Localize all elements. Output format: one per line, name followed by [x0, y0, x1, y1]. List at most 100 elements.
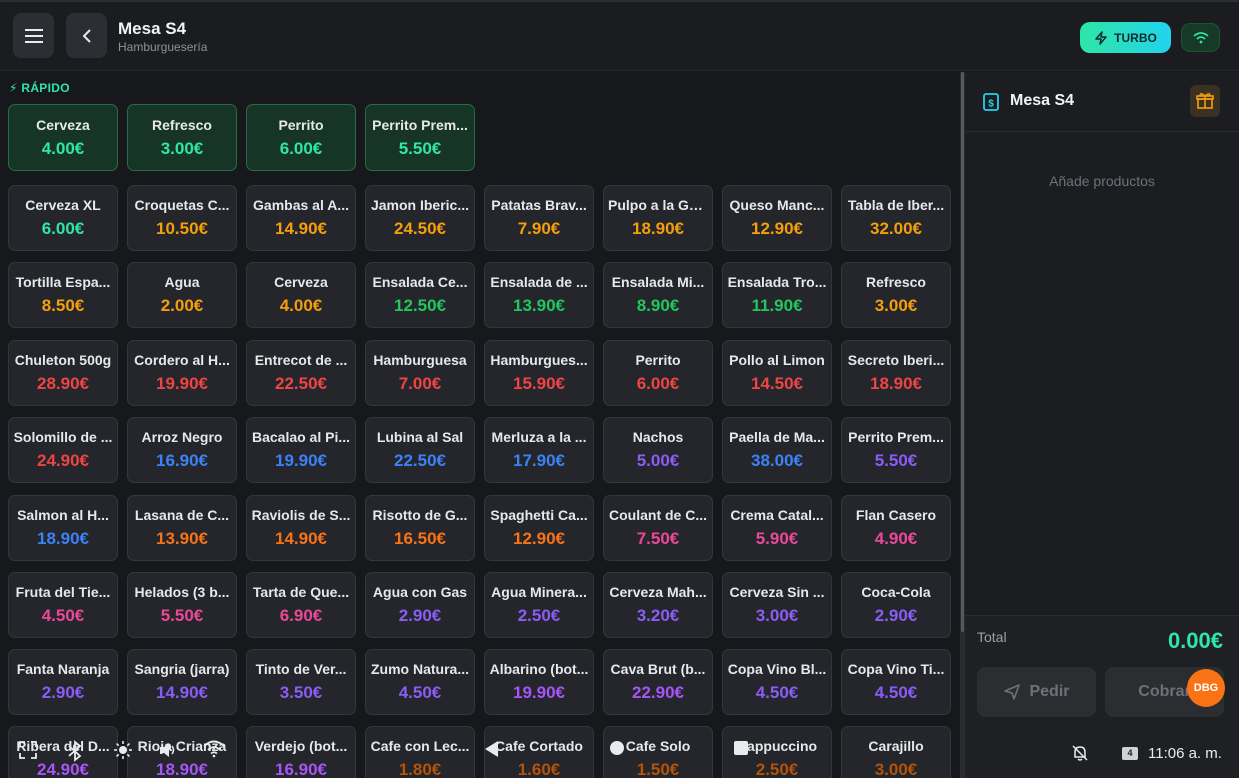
- product-card[interactable]: Flan Casero 4.90€: [841, 495, 951, 561]
- product-price: 38.00€: [751, 451, 803, 470]
- product-name: Nachos: [632, 429, 684, 445]
- product-card[interactable]: Coulant de C... 7.50€: [603, 495, 713, 561]
- order-button[interactable]: Pedir: [977, 667, 1096, 717]
- connection-button[interactable]: [1181, 23, 1220, 52]
- product-card[interactable]: Pollo al Limon 14.50€: [722, 340, 832, 406]
- product-card[interactable]: Pulpo a la Ga... 18.90€: [603, 185, 713, 251]
- product-card[interactable]: Verdejo (bot... 16.90€: [246, 726, 356, 778]
- product-price: 2.90€: [398, 606, 442, 625]
- product-card[interactable]: Fruta del Tie... 4.50€: [8, 572, 118, 638]
- product-card[interactable]: Merluza a la ... 17.90€: [484, 417, 594, 483]
- product-card[interactable]: Hamburgues... 15.90€: [484, 340, 594, 406]
- product-name: Pollo al Limon: [729, 352, 825, 368]
- volume-icon[interactable]: [158, 740, 180, 760]
- product-card[interactable]: Cerveza Sin ... 3.00€: [722, 572, 832, 638]
- bluetooth-icon[interactable]: [66, 740, 84, 762]
- gift-button[interactable]: [1190, 85, 1220, 117]
- product-card[interactable]: Tarta de Que... 6.90€: [246, 572, 356, 638]
- product-card[interactable]: Albarino (bot... 19.90€: [484, 649, 594, 715]
- product-card[interactable]: Tinto de Ver... 3.50€: [246, 649, 356, 715]
- product-card[interactable]: Cordero al H... 19.90€: [127, 340, 237, 406]
- product-card[interactable]: Sangria (jarra) 14.90€: [127, 649, 237, 715]
- product-price: 7.90€: [517, 219, 561, 238]
- brightness-icon[interactable]: [113, 740, 133, 760]
- product-card[interactable]: Rioja Crianza 18.90€: [127, 726, 237, 778]
- product-card[interactable]: Cafe Cortado 1.60€: [484, 726, 594, 778]
- product-card[interactable]: Croquetas C... 10.50€: [127, 185, 237, 251]
- svg-text:$: $: [988, 99, 994, 110]
- product-card[interactable]: Ensalada de ... 13.90€: [484, 262, 594, 328]
- product-card[interactable]: Bacalao al Pi... 19.90€: [246, 417, 356, 483]
- product-card[interactable]: Solomillo de ... 24.90€: [8, 417, 118, 483]
- product-card[interactable]: Zumo Natura... 4.50€: [365, 649, 475, 715]
- product-card[interactable]: Ribera del D... 24.90€: [8, 726, 118, 778]
- total-value: 0.00€: [1167, 628, 1223, 653]
- product-card[interactable]: Entrecot de ... 22.50€: [246, 340, 356, 406]
- product-card[interactable]: Ensalada Mi... 8.90€: [603, 262, 713, 328]
- product-name: Cerveza: [274, 274, 328, 290]
- product-card[interactable]: Jamon Iberic... 24.50€: [365, 185, 475, 251]
- product-card[interactable]: Carajillo 3.00€: [841, 726, 951, 778]
- product-card[interactable]: Arroz Negro 16.90€: [127, 417, 237, 483]
- product-card[interactable]: Cerveza XL 6.00€: [8, 185, 118, 251]
- product-card[interactable]: Paella de Ma... 38.00€: [722, 417, 832, 483]
- product-card[interactable]: Ensalada Tro... 11.90€: [722, 262, 832, 328]
- product-card[interactable]: Raviolis de S... 14.90€: [246, 495, 356, 561]
- fullscreen-icon[interactable]: [18, 740, 38, 760]
- nav-home-icon[interactable]: [609, 740, 625, 756]
- product-name: Agua: [164, 274, 200, 290]
- product-name: Lubina al Sal: [376, 429, 464, 445]
- quick-item[interactable]: Perrito Prem... 5.50€: [365, 104, 475, 171]
- product-card[interactable]: Secreto Iberi... 18.90€: [841, 340, 951, 406]
- product-card[interactable]: Lasana de C... 13.90€: [127, 495, 237, 561]
- product-card[interactable]: Gambas al A... 14.90€: [246, 185, 356, 251]
- product-card[interactable]: Agua Minera... 2.50€: [484, 572, 594, 638]
- quick-item[interactable]: Perrito 6.00€: [246, 104, 356, 171]
- nav-recents-icon[interactable]: [733, 740, 749, 756]
- product-card[interactable]: Fanta Naranja 2.90€: [8, 649, 118, 715]
- product-card[interactable]: Cerveza Mah... 3.20€: [603, 572, 713, 638]
- product-card[interactable]: Cafe con Lec... 1.80€: [365, 726, 475, 778]
- product-card[interactable]: Helados (3 b... 5.50€: [127, 572, 237, 638]
- product-card[interactable]: Patatas Brav... 7.90€: [484, 185, 594, 251]
- product-card[interactable]: Agua 2.00€: [127, 262, 237, 328]
- product-card[interactable]: Spaghetti Ca... 12.90€: [484, 495, 594, 561]
- product-card[interactable]: Cappuccino 2.50€: [722, 726, 832, 778]
- product-card[interactable]: Queso Manc... 12.90€: [722, 185, 832, 251]
- product-card[interactable]: Tortilla Espa... 8.50€: [8, 262, 118, 328]
- product-card[interactable]: Nachos 5.00€: [603, 417, 713, 483]
- product-card[interactable]: Risotto de G... 16.50€: [365, 495, 475, 561]
- product-card[interactable]: Chuleton 500g 28.90€: [8, 340, 118, 406]
- quick-item[interactable]: Cerveza 4.00€: [8, 104, 118, 171]
- wifi-status-icon[interactable]: [203, 740, 225, 758]
- product-card[interactable]: Agua con Gas 2.90€: [365, 572, 475, 638]
- product-card[interactable]: Salmon al H... 18.90€: [8, 495, 118, 561]
- product-card[interactable]: Perrito Prem... 5.50€: [841, 417, 951, 483]
- product-card[interactable]: Copa Vino Ti... 4.50€: [841, 649, 951, 715]
- product-name: Patatas Brav...: [491, 197, 587, 213]
- product-card[interactable]: Cerveza 4.00€: [246, 262, 356, 328]
- back-button[interactable]: [66, 13, 107, 58]
- turbo-button[interactable]: TURBO: [1080, 22, 1171, 53]
- debug-button[interactable]: DBG: [1187, 669, 1225, 707]
- product-card[interactable]: Perrito 6.00€: [603, 340, 713, 406]
- product-card[interactable]: Copa Vino Bl... 4.50€: [722, 649, 832, 715]
- scrollbar-thumb[interactable]: [961, 72, 964, 632]
- menu-button[interactable]: [13, 13, 54, 58]
- product-card[interactable]: Hamburguesa 7.00€: [365, 340, 475, 406]
- product-card[interactable]: Coca-Cola 2.90€: [841, 572, 951, 638]
- product-card[interactable]: Cava Brut (b... 22.90€: [603, 649, 713, 715]
- nav-back-icon[interactable]: [484, 740, 500, 758]
- send-icon: [1004, 684, 1021, 700]
- chevron-left-icon: [82, 28, 91, 43]
- product-name: Tortilla Espa...: [15, 274, 111, 290]
- product-price: 2.90€: [874, 606, 918, 625]
- quick-item[interactable]: Refresco 3.00€: [127, 104, 237, 171]
- product-price: 12.90€: [751, 219, 803, 238]
- product-card[interactable]: Tabla de Iber... 32.00€: [841, 185, 951, 251]
- product-card[interactable]: Ensalada Ce... 12.50€: [365, 262, 475, 328]
- product-card[interactable]: Refresco 3.00€: [841, 262, 951, 328]
- product-price: 14.90€: [275, 219, 327, 238]
- product-card[interactable]: Lubina al Sal 22.50€: [365, 417, 475, 483]
- product-card[interactable]: Crema Catal... 5.90€: [722, 495, 832, 561]
